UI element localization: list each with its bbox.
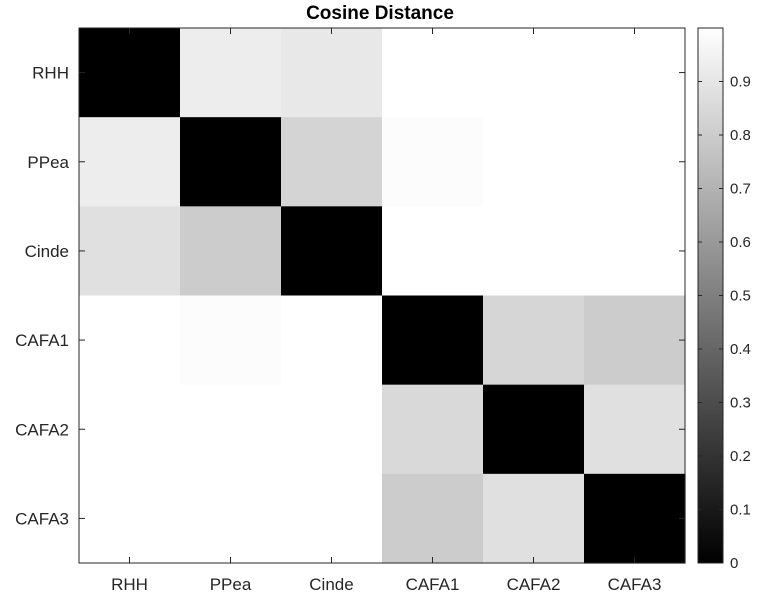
heatmap-cell-cinde-cafa2 [483, 206, 585, 297]
x-tick-label-rhh: RHH [111, 575, 148, 594]
heatmap-cell-rhh-rhh [79, 28, 181, 118]
y-tick-label-rhh: RHH [32, 64, 69, 83]
heatmap-cell-cafa2-cafa2 [483, 384, 585, 475]
heatmap-cell-rhh-cinde [281, 28, 383, 118]
y-tick-labels: RHH PPea Cinde CAFA1 CAFA2 CAFA3 [15, 64, 69, 529]
x-tick-label-cafa3: CAFA3 [608, 575, 662, 594]
heatmap-cell-cafa1-cinde [281, 295, 383, 386]
y-tick-label-cinde: Cinde [25, 242, 69, 261]
heatmap-cell-rhh-cafa1 [382, 28, 484, 118]
colorbar-tick-label: 0.2 [730, 448, 751, 465]
axis-ticks [79, 28, 685, 563]
heatmap-cell-cafa3-ppea [180, 473, 282, 564]
colorbar-tick-label: 0.1 [730, 502, 751, 519]
heatmap-cell-ppea-cinde [281, 117, 383, 207]
chart-title: Cosine Distance [306, 3, 454, 24]
heatmap-cell-cafa2-cinde [281, 384, 383, 475]
heatmap-cell-cinde-cafa1 [382, 206, 484, 297]
y-tick-label-cafa1: CAFA1 [15, 331, 69, 350]
heatmap-cell-cafa3-cafa1 [382, 473, 484, 564]
x-tick-label-cafa2: CAFA2 [507, 575, 561, 594]
x-tick-label-cafa1: CAFA1 [406, 575, 460, 594]
colorbar-tick-label: 0.8 [730, 127, 751, 144]
heatmap-cell-cafa1-cafa2 [483, 295, 585, 386]
colorbar-tick-label: 0 [730, 555, 738, 572]
heatmap-cell-cafa3-cinde [281, 473, 383, 564]
heatmap-cell-cafa3-cafa3 [584, 473, 686, 564]
y-tick-label-cafa3: CAFA3 [15, 509, 69, 528]
heatmap-cell-cafa2-ppea [180, 384, 282, 475]
colorbar-tick-label: 0.9 [730, 74, 751, 91]
colorbar-ticks: 0 0.1 0.2 0.3 0.4 0.5 0.6 0.7 0.8 0.9 [698, 74, 751, 572]
heatmap-cell-rhh-ppea [180, 28, 282, 118]
colorbar-gradient [698, 28, 723, 563]
heatmap-cell-cafa1-ppea [180, 295, 282, 386]
heatmap-cell-cinde-rhh [79, 206, 181, 297]
heatmap-cell-cinde-cinde [281, 206, 383, 297]
y-tick-label-ppea: PPea [27, 153, 69, 172]
x-tick-label-cinde: Cinde [309, 575, 353, 594]
heatmap-cells [79, 28, 686, 564]
heatmap-cell-rhh-cafa2 [483, 28, 585, 118]
heatmap-cell-ppea-ppea [180, 117, 282, 207]
heatmap-cell-ppea-cafa2 [483, 117, 585, 207]
heatmap-cell-cinde-ppea [180, 206, 282, 297]
colorbar-tick-label: 0.5 [730, 288, 751, 305]
colorbar-tick-label: 0.7 [730, 181, 751, 198]
heatmap-cell-cafa2-cafa3 [584, 384, 686, 475]
y-tick-label-cafa2: CAFA2 [15, 420, 69, 439]
heatmap-cell-cafa2-rhh [79, 384, 181, 475]
heatmap-cell-cafa3-cafa2 [483, 473, 585, 564]
heatmap-cell-cafa1-cafa3 [584, 295, 686, 386]
colorbar-tick-label: 0.3 [730, 395, 751, 412]
heatmap-cell-cafa1-rhh [79, 295, 181, 386]
colorbar-tick-label: 0.6 [730, 234, 751, 251]
heatmap-cell-cafa2-cafa1 [382, 384, 484, 475]
heatmap-cell-cafa3-rhh [79, 473, 181, 564]
x-tick-labels: RHH PPea Cinde CAFA1 CAFA2 CAFA3 [111, 575, 661, 594]
heatmap-cell-cinde-cafa3 [584, 206, 686, 297]
plot-frame [78, 27, 686, 564]
heatmap-cell-rhh-cafa3 [584, 28, 686, 118]
x-tick-label-ppea: PPea [210, 575, 252, 594]
heatmap-cell-ppea-cafa3 [584, 117, 686, 207]
heatmap-cell-ppea-rhh [79, 117, 181, 207]
colorbar-tick-label: 0.4 [730, 341, 751, 358]
heatmap-cell-ppea-cafa1 [382, 117, 484, 207]
heatmap-cell-cafa1-cafa1 [382, 295, 484, 386]
